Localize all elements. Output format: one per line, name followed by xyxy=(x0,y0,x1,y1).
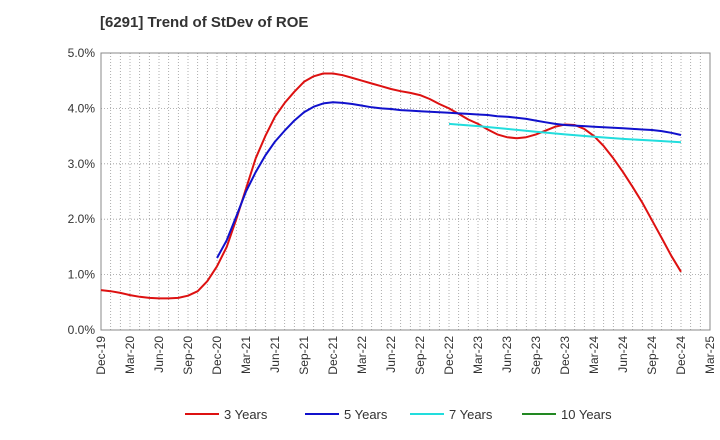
y-tick-label: 1.0% xyxy=(68,268,96,282)
x-tick-label: Jun-22 xyxy=(384,336,398,373)
series-line-7-years xyxy=(448,122,682,144)
series-lines xyxy=(100,72,682,300)
x-tick-label: Mar-25 xyxy=(703,336,717,374)
x-tick-label: Jun-24 xyxy=(616,336,630,373)
x-tick-label: Mar-22 xyxy=(355,336,369,374)
y-tick-label: 3.0% xyxy=(68,157,96,171)
x-tick-label: Sep-23 xyxy=(529,336,543,375)
legend-label-3-years: 3 Years xyxy=(224,407,268,422)
y-tick-label: 2.0% xyxy=(68,212,96,226)
grid xyxy=(101,53,710,330)
series-line-5-years xyxy=(216,101,682,259)
x-tick-label: Dec-23 xyxy=(558,336,572,375)
x-tick-label: Sep-20 xyxy=(181,336,195,375)
x-tick-label: Mar-24 xyxy=(587,336,601,374)
legend-label-7-years: 7 Years xyxy=(449,407,493,422)
legend-label-5-years: 5 Years xyxy=(344,407,388,422)
y-tick-label: 4.0% xyxy=(68,101,96,115)
x-tick-label: Dec-22 xyxy=(442,336,456,375)
x-tick-label: Sep-24 xyxy=(645,336,659,375)
chart-title: [6291] Trend of StDev of ROE xyxy=(100,14,309,31)
x-tick-label: Mar-20 xyxy=(123,336,137,374)
x-tick-label: Jun-21 xyxy=(268,336,282,373)
x-tick-label: Dec-19 xyxy=(94,336,108,375)
x-tick-label: Sep-22 xyxy=(413,336,427,375)
x-tick-label: Jun-20 xyxy=(152,336,166,373)
plot-frame xyxy=(100,52,711,331)
x-tick-label: Sep-21 xyxy=(297,336,311,375)
x-tick-label: Mar-21 xyxy=(239,336,253,374)
x-tick-label: Mar-23 xyxy=(471,336,485,374)
series-line-3-years xyxy=(100,72,682,300)
x-tick-label: Dec-24 xyxy=(674,336,688,375)
legend: 3 Years 5 Years 7 Years 10 Years xyxy=(185,407,612,422)
y-tick-label: 5.0% xyxy=(68,46,96,60)
x-tick-label: Jun-23 xyxy=(500,336,514,373)
y-tick-label: 0.0% xyxy=(68,323,96,337)
legend-label-10-years: 10 Years xyxy=(561,407,612,422)
x-tick-label: Dec-20 xyxy=(210,336,224,375)
axes: 0.0% 1.0% 2.0% 3.0% 4.0% 5.0% Dec-19 Mar-20 Jun-… xyxy=(68,46,717,375)
x-tick-label: Dec-21 xyxy=(326,336,340,375)
